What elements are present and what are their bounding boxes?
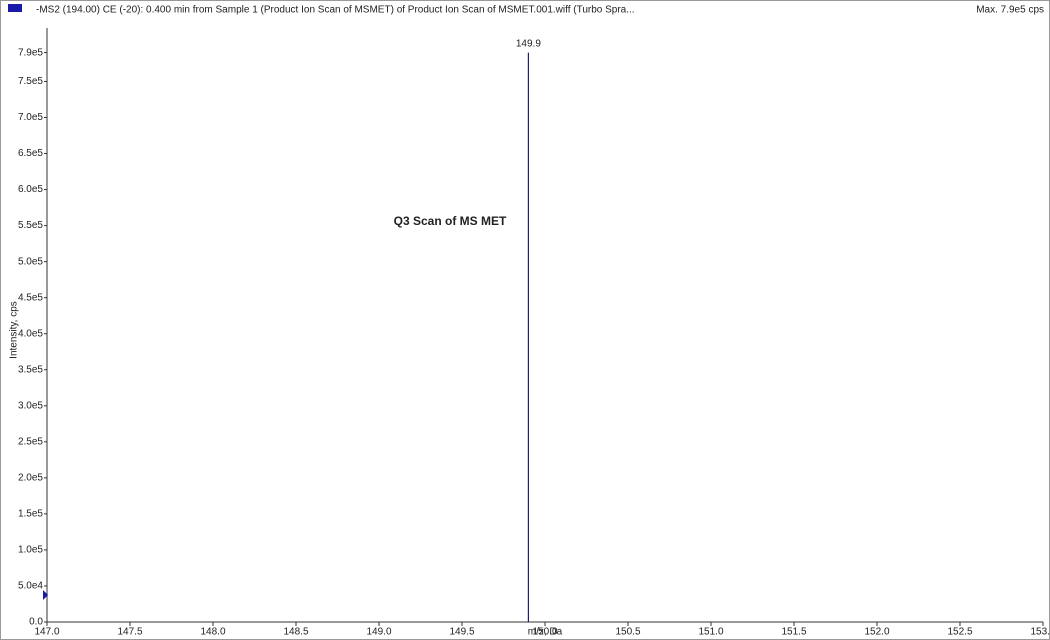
x-tick-label: 148.5 xyxy=(283,627,308,638)
y-tick-label: 0.0 xyxy=(29,617,43,628)
y-tick-label: 7.9e5 xyxy=(18,47,43,58)
x-tick-label: 152.0 xyxy=(864,627,889,638)
chart-title: -MS2 (194.00) CE (-20): 0.400 min from S… xyxy=(36,5,635,16)
y-tick-label: 1.5e5 xyxy=(18,509,43,520)
x-tick-label: 149.5 xyxy=(449,627,474,638)
y-tick-label: 5.0e5 xyxy=(18,256,43,267)
y-tick-label: 6.5e5 xyxy=(18,148,43,159)
x-tick-label: 152.5 xyxy=(947,627,972,638)
x-tick-label: 151.0 xyxy=(698,627,723,638)
annotation: Q3 Scan of MS MET xyxy=(394,214,507,228)
y-axis-label: Intensity, cps xyxy=(9,301,20,359)
y-tick-label: 2.0e5 xyxy=(18,472,43,483)
x-tick-label: 148.0 xyxy=(200,627,225,638)
y-tick-label: 7.5e5 xyxy=(18,76,43,87)
trace-icon xyxy=(8,4,22,12)
y-tick-label: 6.0e5 xyxy=(18,184,43,195)
y-tick-label: 4.5e5 xyxy=(18,292,43,303)
y-tick-label: 4.0e5 xyxy=(18,328,43,339)
x-axis-label: m/z, Da xyxy=(528,627,563,638)
y-tick-label: 3.0e5 xyxy=(18,400,43,411)
x-tick-label: 150.0 xyxy=(532,627,557,638)
y-tick-label: 7.0e5 xyxy=(18,112,43,123)
x-tick-label: 149.0 xyxy=(366,627,391,638)
y-tick-label: 1.0e5 xyxy=(18,545,43,556)
peak-label: 149.9 xyxy=(516,38,541,49)
x-tick-label: 153.0 xyxy=(1030,627,1050,638)
y-tick-label: 2.5e5 xyxy=(18,436,43,447)
y-tick-label: 5.5e5 xyxy=(18,220,43,231)
x-tick-label: 147.0 xyxy=(34,627,59,638)
marker xyxy=(43,590,48,600)
max-label: Max. 7.9e5 cps xyxy=(976,5,1044,16)
x-tick-label: 147.5 xyxy=(117,627,142,638)
y-tick-label: 3.5e5 xyxy=(18,364,43,375)
x-tick-label: 151.5 xyxy=(781,627,806,638)
x-tick-label: 150.5 xyxy=(615,627,640,638)
y-tick-label: 5.0e4 xyxy=(18,581,43,592)
